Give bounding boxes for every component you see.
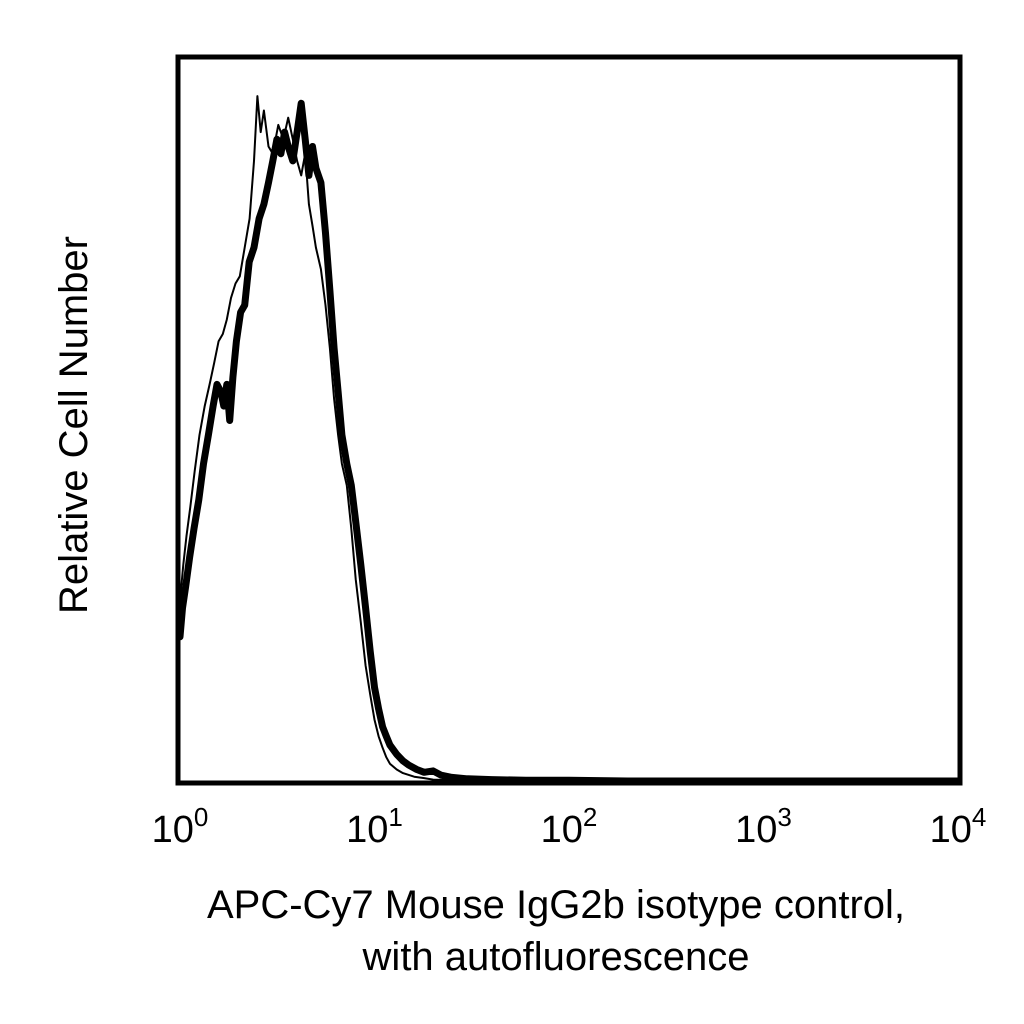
y-axis-label: Relative Cell Number [52,236,96,614]
x-tick-label-4: 104 [930,802,987,851]
x-tick-labels: 100 101 102 103 104 [152,802,987,851]
x-tick-label-2: 102 [541,802,598,851]
x-tick-label-0: 100 [152,802,209,851]
plot-frame [175,54,963,786]
x-axis-label-line-1: APC-Cy7 Mouse IgG2b isotype control, [207,883,905,927]
series-line-thick [176,99,962,785]
x-tick-label-1: 101 [346,802,403,851]
x-tick-label-3: 103 [735,802,792,851]
series-line-thin [179,95,959,782]
series-layer [176,95,962,785]
x-axis-label-line-2: with autofluorescence [362,935,750,979]
